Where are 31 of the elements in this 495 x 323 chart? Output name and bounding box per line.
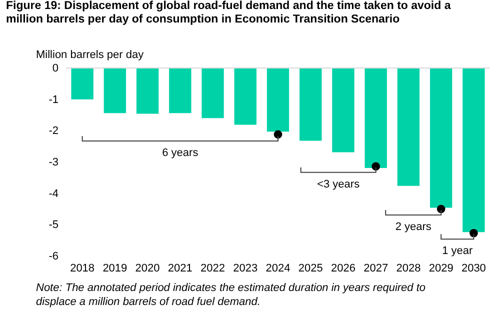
x-tick-label: 2029 bbox=[428, 262, 454, 274]
x-tick-label: 2025 bbox=[298, 262, 323, 274]
x-tick-label: 2028 bbox=[396, 262, 421, 274]
y-axis-title: Million barrels per day bbox=[36, 49, 144, 61]
text: Note: The annotated period indicates the estimated duration in years required to displace a million barrels of road fuel demand. bbox=[36, 282, 426, 308]
y-tick-label: -1 bbox=[48, 94, 58, 106]
x-tick-label: 2027 bbox=[364, 262, 388, 274]
point bbox=[470, 228, 478, 238]
y-tick-label: 0 bbox=[52, 62, 58, 74]
chart-title: Figure 19: Displacement of global road-fuel demand and the time taken to avoid a million barrels per day of consumption in Economic Transition Scenario bbox=[6, 0, 452, 26]
x-tick-label: 2026 bbox=[330, 262, 356, 274]
x-tick-label: 2024 bbox=[266, 262, 290, 274]
x-tick-label: 2030 bbox=[461, 262, 486, 274]
annotation: 2 years bbox=[395, 221, 432, 233]
y-tick-label: -2 bbox=[48, 125, 58, 138]
annotation: 6 years bbox=[162, 147, 199, 159]
annotation: <3 years bbox=[317, 178, 360, 190]
x-tick-label: 2020 bbox=[135, 262, 160, 274]
x-tick-label: 2023 bbox=[233, 262, 258, 274]
point bbox=[436, 204, 446, 214]
y-tick-label: -3 bbox=[48, 156, 58, 168]
x-tick-label: 2021 bbox=[168, 262, 192, 274]
x-tick-label: 2018 bbox=[70, 262, 95, 274]
point bbox=[274, 130, 282, 139]
x-tick-label: 2022 bbox=[200, 262, 226, 274]
annotation: 1 year bbox=[442, 245, 474, 258]
y-tick-label: -4 bbox=[48, 188, 58, 200]
point bbox=[372, 162, 380, 171]
y-tick-label: -6 bbox=[48, 250, 58, 262]
x-tick-label: 2019 bbox=[102, 262, 128, 274]
y-tick-label: -5 bbox=[48, 219, 58, 232]
